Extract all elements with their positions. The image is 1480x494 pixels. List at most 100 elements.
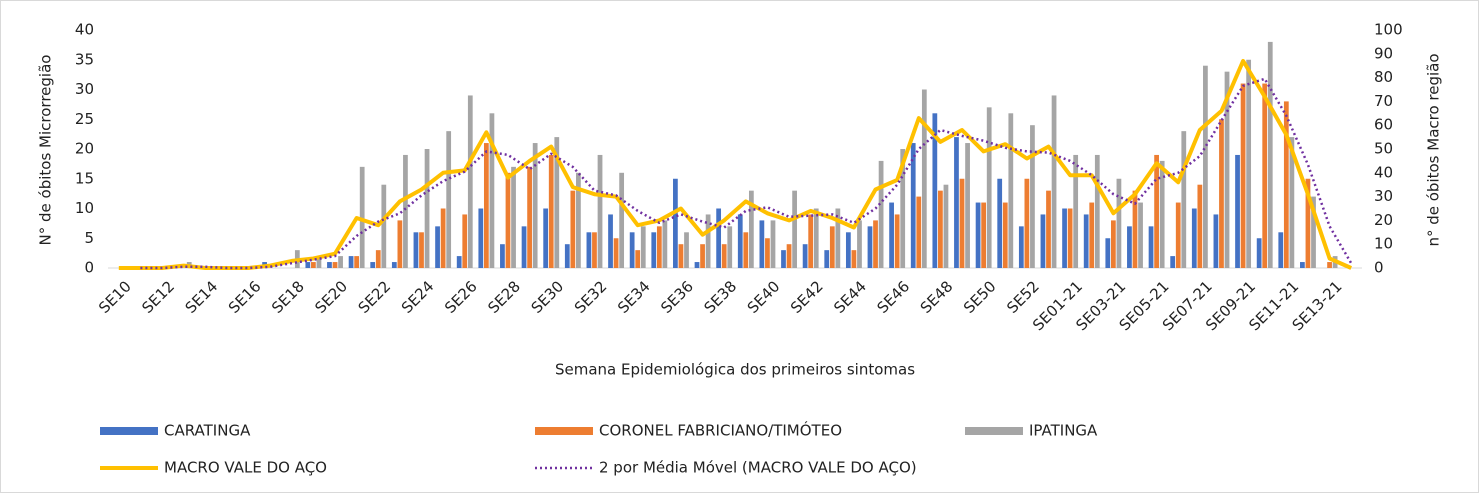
bar bbox=[959, 178, 965, 268]
bar bbox=[1240, 83, 1246, 268]
bar bbox=[478, 208, 484, 268]
y2-tick-label: 30 bbox=[1374, 187, 1393, 205]
bar bbox=[808, 214, 814, 268]
bar bbox=[1278, 232, 1284, 268]
bar bbox=[829, 226, 835, 268]
bar bbox=[483, 143, 489, 268]
bar bbox=[721, 244, 727, 268]
bar bbox=[608, 214, 613, 268]
bar bbox=[910, 143, 916, 268]
bar bbox=[705, 214, 711, 268]
bar bbox=[1132, 190, 1138, 268]
bar bbox=[845, 232, 851, 268]
bar bbox=[462, 214, 468, 268]
bar bbox=[943, 184, 949, 268]
bar bbox=[1105, 238, 1111, 268]
bar bbox=[770, 220, 776, 268]
bar bbox=[456, 256, 462, 268]
bar bbox=[511, 166, 516, 268]
bar bbox=[748, 190, 754, 268]
bar bbox=[889, 202, 894, 268]
bar bbox=[1154, 154, 1159, 268]
bar bbox=[1311, 196, 1316, 268]
bar bbox=[921, 89, 927, 268]
bar bbox=[873, 220, 878, 268]
legend-label: CARATINGA bbox=[164, 422, 251, 440]
y2-tick-label: 0 bbox=[1374, 259, 1384, 277]
bar bbox=[786, 244, 792, 268]
legend-label: IPATINGA bbox=[1029, 422, 1098, 440]
bar bbox=[1159, 160, 1165, 268]
x-axis-title: Semana Epidemiológica dos primeiros sint… bbox=[555, 361, 915, 379]
bar bbox=[700, 244, 705, 268]
bar bbox=[1181, 131, 1187, 268]
bar bbox=[391, 262, 397, 268]
bar bbox=[1073, 154, 1079, 268]
y2-axis-title: n° de óbitos Macro região bbox=[1425, 53, 1443, 246]
bar bbox=[835, 208, 841, 268]
line bbox=[140, 77, 1353, 270]
line bbox=[118, 58, 1353, 270]
bar bbox=[332, 262, 338, 268]
legend-swatch bbox=[965, 427, 1023, 435]
bar bbox=[1148, 226, 1154, 268]
bar bbox=[554, 137, 560, 268]
bar bbox=[586, 232, 592, 268]
bar bbox=[932, 113, 938, 268]
bar bbox=[397, 220, 403, 268]
bar bbox=[521, 226, 527, 268]
legend-label: 2 por Média Móvel (MACRO VALE DO AÇO) bbox=[599, 459, 917, 477]
bar bbox=[1067, 208, 1073, 268]
bar bbox=[1046, 190, 1051, 268]
bar bbox=[1018, 226, 1024, 268]
bar bbox=[619, 172, 625, 268]
y2-tick-label: 70 bbox=[1374, 92, 1393, 110]
bar bbox=[851, 250, 857, 268]
bar bbox=[1289, 137, 1295, 268]
bar bbox=[781, 250, 786, 268]
bar bbox=[576, 172, 581, 268]
bar bbox=[694, 262, 700, 268]
bar bbox=[1030, 125, 1035, 268]
bar bbox=[419, 232, 424, 268]
y-tick-label: 25 bbox=[75, 110, 94, 128]
bar bbox=[954, 137, 959, 268]
y-tick-label: 40 bbox=[75, 21, 94, 39]
bar bbox=[467, 95, 473, 268]
bar bbox=[900, 149, 906, 268]
bar bbox=[543, 208, 549, 268]
bar bbox=[1062, 208, 1067, 268]
legend-label: MACRO VALE DO AÇO bbox=[164, 459, 327, 477]
bar bbox=[375, 250, 381, 268]
bar bbox=[916, 196, 922, 268]
bar bbox=[1224, 71, 1230, 269]
bar bbox=[635, 250, 641, 268]
bar bbox=[435, 226, 440, 268]
bar bbox=[727, 226, 733, 268]
bar bbox=[381, 184, 387, 268]
bar bbox=[370, 262, 376, 268]
bar bbox=[446, 131, 452, 268]
bar bbox=[802, 244, 808, 268]
bar bbox=[1197, 184, 1203, 268]
bar bbox=[1300, 262, 1305, 268]
bar bbox=[1083, 214, 1089, 268]
bar bbox=[1089, 202, 1095, 268]
bar bbox=[500, 244, 505, 268]
bar bbox=[1203, 65, 1208, 268]
bar bbox=[1256, 238, 1262, 268]
bar bbox=[489, 113, 495, 268]
bar bbox=[1024, 178, 1030, 268]
bar bbox=[857, 220, 862, 268]
y2-tick-label: 20 bbox=[1374, 211, 1393, 229]
bar bbox=[1305, 178, 1311, 268]
bar bbox=[737, 214, 743, 268]
bar bbox=[424, 149, 430, 268]
bar bbox=[813, 208, 819, 268]
bar bbox=[1283, 101, 1289, 269]
bar bbox=[684, 232, 689, 268]
bar bbox=[878, 160, 884, 268]
legend-swatch bbox=[535, 427, 593, 435]
bar bbox=[867, 226, 873, 268]
